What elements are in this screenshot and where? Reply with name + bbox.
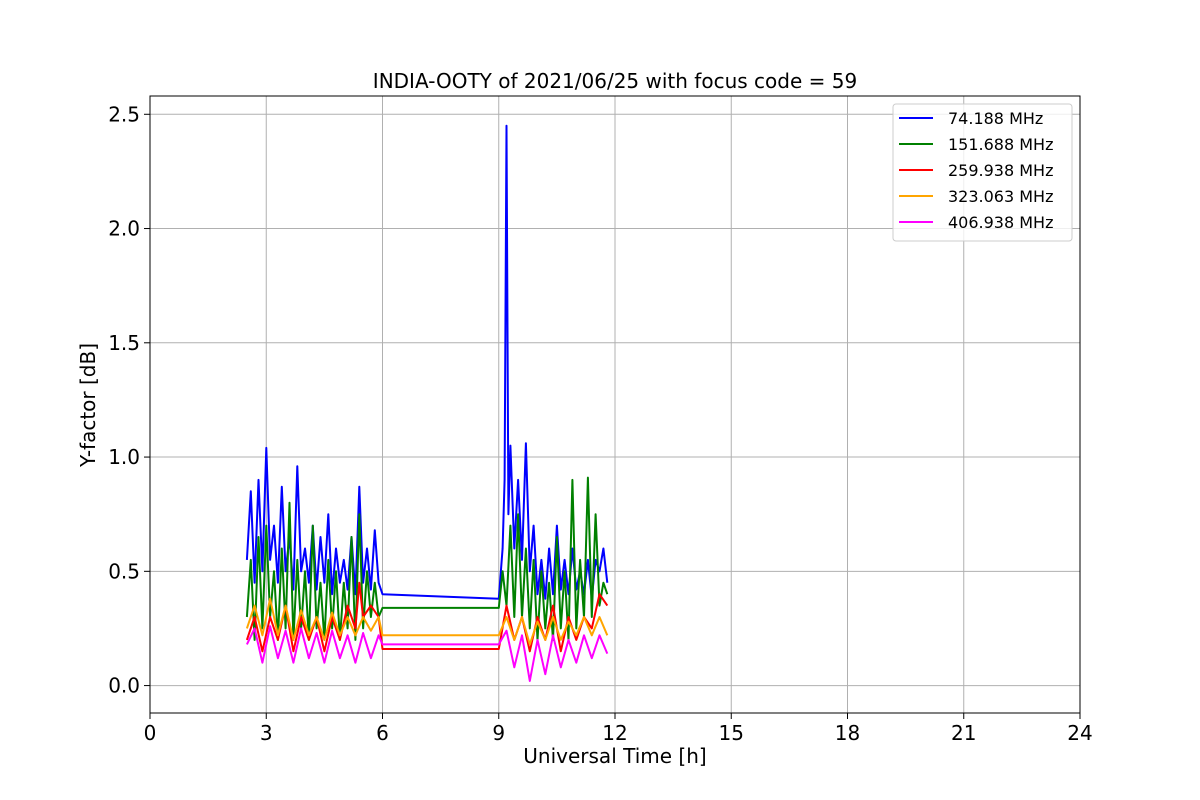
- x-tick-label: 24: [1067, 721, 1092, 745]
- x-tick-label: 3: [260, 721, 273, 745]
- x-tick-label: 9: [492, 721, 505, 745]
- y-tick-label: 1.5: [108, 331, 140, 355]
- y-axis-label: Y-factor [dB]: [76, 343, 100, 468]
- series-line-5: [245, 625, 609, 682]
- legend-label: 151.688 MHz: [948, 135, 1053, 154]
- y-tick-label: 0.0: [108, 674, 140, 698]
- x-tick-label: 21: [951, 721, 976, 745]
- legend-label: 406.938 MHz: [948, 213, 1053, 232]
- series-line-2: [245, 476, 609, 641]
- x-axis: 0 3 6 9 12 15 18 21 24: [144, 713, 1093, 745]
- y-tick-label: 1.0: [108, 445, 140, 469]
- x-tick-label: 6: [376, 721, 389, 745]
- x-axis-label: Universal Time [h]: [523, 744, 706, 768]
- y-tick-label: 2.0: [108, 217, 140, 241]
- y-tick-label: 2.5: [108, 102, 140, 126]
- series-line-3: [245, 581, 609, 653]
- chart-title: INDIA-OOTY of 2021/06/25 with focus code…: [373, 69, 857, 93]
- legend-label: 323.063 MHz: [948, 187, 1053, 206]
- legend-label: 74.188 MHz: [948, 109, 1043, 128]
- y-tick-label: 0.5: [108, 559, 140, 583]
- x-tick-label: 15: [719, 721, 744, 745]
- plot-area: [245, 124, 609, 682]
- legend-box: [892, 103, 1073, 242]
- series-line-4: [245, 597, 609, 646]
- x-tick-label: 18: [835, 721, 860, 745]
- x-tick-label: 12: [602, 721, 627, 745]
- legend: 74.188 MHz 151.688 MHz 259.938 MHz 323.063 …: [892, 103, 1073, 242]
- x-tick-label: 0: [144, 721, 157, 745]
- y-axis: 0.0 0.5 1.0 1.5 2.0 2.5: [108, 102, 150, 698]
- legend-label: 259.938 MHz: [948, 161, 1053, 180]
